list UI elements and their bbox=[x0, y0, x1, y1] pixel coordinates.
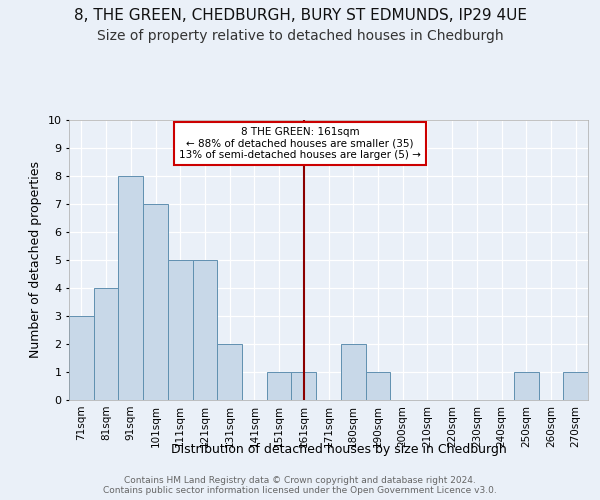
Text: Size of property relative to detached houses in Chedburgh: Size of property relative to detached ho… bbox=[97, 29, 503, 43]
Bar bbox=[143, 204, 168, 400]
Bar bbox=[69, 316, 94, 400]
Text: Distribution of detached houses by size in Chedburgh: Distribution of detached houses by size … bbox=[171, 442, 507, 456]
Bar bbox=[193, 260, 217, 400]
Bar bbox=[94, 288, 118, 400]
Text: Contains HM Land Registry data © Crown copyright and database right 2024.
Contai: Contains HM Land Registry data © Crown c… bbox=[103, 476, 497, 495]
Bar bbox=[118, 176, 143, 400]
Text: 8 THE GREEN: 161sqm
← 88% of detached houses are smaller (35)
13% of semi-detach: 8 THE GREEN: 161sqm ← 88% of detached ho… bbox=[179, 127, 421, 160]
Text: 8, THE GREEN, CHEDBURGH, BURY ST EDMUNDS, IP29 4UE: 8, THE GREEN, CHEDBURGH, BURY ST EDMUNDS… bbox=[74, 8, 527, 22]
Bar bbox=[563, 372, 588, 400]
Bar bbox=[341, 344, 365, 400]
Bar bbox=[292, 372, 316, 400]
Bar bbox=[267, 372, 292, 400]
Bar bbox=[217, 344, 242, 400]
Bar bbox=[365, 372, 390, 400]
Y-axis label: Number of detached properties: Number of detached properties bbox=[29, 162, 42, 358]
Bar bbox=[514, 372, 539, 400]
Bar bbox=[168, 260, 193, 400]
